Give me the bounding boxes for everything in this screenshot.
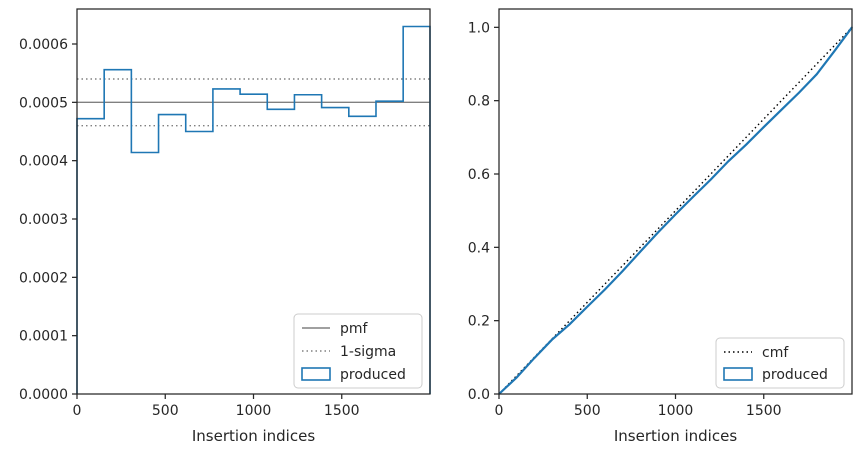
legend-label: produced — [762, 367, 828, 383]
produced-point — [745, 143, 747, 146]
produced-point — [727, 160, 730, 162]
y-tick-label: 0.0001 — [19, 329, 68, 345]
x-tick-label: 0 — [495, 403, 504, 419]
produced-point — [762, 126, 765, 128]
y-tick-label: 0.0000 — [19, 387, 68, 403]
produced-point — [621, 270, 624, 272]
legend-label: 1-sigma — [340, 344, 396, 360]
y-tick-label: 0.6 — [468, 167, 490, 183]
x-tick-label: 0 — [73, 403, 82, 419]
histogram-bin — [213, 89, 240, 394]
cmf-chart-legend: cmf produced — [715, 337, 845, 389]
histogram-bin — [131, 153, 158, 395]
produced-point — [833, 50, 836, 52]
produced-point — [780, 109, 783, 111]
legend-label: pmf — [340, 321, 369, 337]
cmf-chart-x-ticks: 0 500 1000 1500 — [495, 394, 782, 419]
x-tick-label: 500 — [152, 403, 179, 419]
y-tick-label: 0.0005 — [19, 95, 68, 111]
legend-produced-swatch — [723, 367, 753, 381]
y-tick-label: 0.2 — [468, 314, 490, 330]
histogram-bin — [159, 115, 186, 394]
histogram-bin — [77, 119, 104, 394]
produced-point — [568, 323, 571, 326]
produced-point — [639, 250, 641, 253]
y-tick-label: 0.4 — [468, 240, 490, 256]
produced-point — [533, 357, 536, 359]
produced-point — [798, 91, 800, 94]
produced-point — [710, 178, 712, 181]
cmf-chart-x-axis-label: Insertion indices — [614, 427, 737, 445]
histogram-bin — [104, 70, 131, 394]
produced-point — [674, 213, 677, 216]
pmf-chart-y-ticks: 0.0000 0.0001 0.0002 0.0003 0.0004 0.0005 0.00… — [19, 37, 77, 403]
x-tick-label: 500 — [574, 403, 601, 419]
histogram-bin — [267, 109, 294, 394]
y-tick-label: 0.8 — [468, 94, 490, 110]
legend-label: produced — [340, 367, 406, 383]
y-tick-label: 0.0002 — [19, 270, 68, 286]
histogram-bin — [240, 94, 267, 394]
pmf-chart-x-ticks: 0 500 1000 1500 — [73, 394, 360, 419]
histogram-bin — [186, 132, 213, 395]
produced-point — [815, 73, 818, 76]
produced-point — [657, 231, 659, 234]
pmf-chart-legend: pmf 1-sigma produced — [293, 313, 423, 389]
legend-produced-swatch — [301, 367, 331, 381]
legend-label: cmf — [762, 345, 789, 361]
produced-point — [515, 376, 518, 379]
pmf-chart: 0 500 1000 1500 0.00000.00010.00020.00030.0… — [19, 8, 431, 445]
y-tick-label: 0.0003 — [19, 212, 68, 228]
y-tick-label: 1.0 — [468, 20, 490, 36]
y-tick-label: 0.0006 — [19, 37, 68, 53]
cmf-line — [498, 26, 853, 395]
x-tick-label: 1500 — [746, 403, 782, 419]
x-tick-label: 1000 — [658, 403, 694, 419]
produced-point — [586, 305, 589, 308]
legend-box — [293, 313, 423, 389]
produced-point — [604, 288, 606, 291]
pmf-chart-reference-lines — [77, 78, 430, 127]
produced-step-line — [76, 25, 431, 394]
legend-box — [715, 337, 845, 389]
y-tick-label: 0.0 — [468, 387, 490, 403]
produced-point — [551, 338, 553, 341]
pmf-chart-series — [76, 25, 431, 395]
cmf-chart: 0 500 1000 1500 0.0 0.2 0.4 0.6 0.8 1.0 Insertio… — [468, 8, 853, 445]
cmf-chart-y-ticks: 0.0 0.2 0.4 0.6 0.8 1.0 — [468, 20, 499, 403]
pmf-chart-x-axis-label: Insertion indices — [192, 427, 315, 445]
produced-point — [692, 195, 694, 198]
x-tick-label: 1500 — [324, 403, 360, 419]
y-tick-label: 0.0004 — [19, 154, 68, 170]
x-tick-label: 1000 — [236, 403, 272, 419]
